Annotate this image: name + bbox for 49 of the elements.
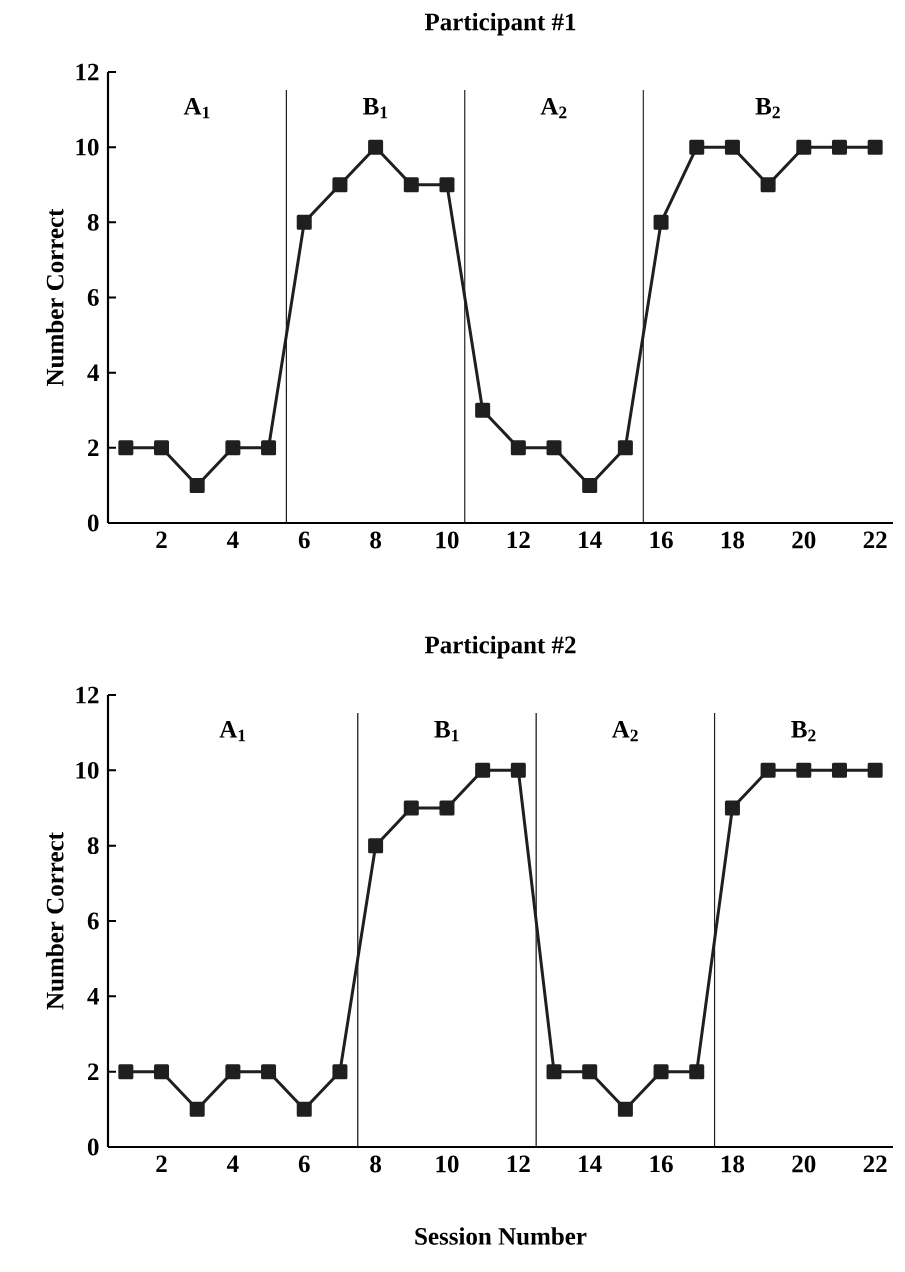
annotation: A$_{1}$	[219, 721, 246, 742]
y-tick-label: 2	[88, 1063, 99, 1080]
x-tick-label: 6	[298, 1155, 310, 1173]
y-tick-label: 6	[87, 912, 99, 930]
annotation: A$_{2}$	[540, 97, 567, 119]
x-tick-label: 2	[156, 531, 167, 549]
annotation: B$_{1}$	[363, 98, 388, 119]
y-tick-label: 8	[87, 213, 99, 231]
x-tick-label: 10	[436, 1155, 459, 1173]
x-tick-label: 18	[721, 531, 745, 549]
y-tick-label: 4	[87, 988, 99, 1005]
y-tick-label: 0	[87, 1138, 99, 1156]
x-tick-label: 16	[650, 1155, 673, 1173]
x-tick-label: 18	[721, 1155, 745, 1173]
x-tick-label: 4	[226, 1155, 239, 1172]
x-tick-label: 4	[226, 531, 239, 548]
y-tick-label: 8	[87, 837, 99, 855]
y-tick-label: 12	[76, 63, 99, 81]
y-tick-label: 4	[87, 364, 99, 381]
x-tick-label: 14	[579, 1155, 602, 1173]
y-axis-title: Number Correct	[45, 208, 64, 386]
x-axis-title: Session Number	[415, 1227, 587, 1245]
annotation: B$_{2}$	[791, 721, 816, 742]
chart-title: Participant #2	[424, 635, 576, 659]
x-tick-label: 12	[507, 1155, 530, 1173]
chart-title: Participant #1	[424, 12, 576, 36]
x-tick-label: 22	[863, 1155, 887, 1173]
y-tick-label: 12	[76, 686, 99, 704]
annotation: A$_{1}$	[183, 97, 210, 119]
x-tick-label: 14	[579, 531, 602, 549]
annotation: B$_{1}$	[434, 721, 459, 742]
x-tick-label: 2	[156, 1155, 167, 1173]
x-tick-label: 8	[370, 531, 382, 549]
annotation: B$_{2}$	[755, 98, 780, 119]
x-tick-label: 12	[507, 531, 530, 549]
y-axis-title: Number Correct	[45, 832, 64, 1010]
y-tick-label: 10	[76, 138, 99, 156]
y-tick-label: 10	[76, 761, 99, 779]
x-tick-label: 8	[370, 1155, 382, 1173]
x-tick-label: 22	[863, 531, 887, 549]
x-tick-label: 20	[792, 1155, 816, 1173]
x-tick-label: 6	[298, 531, 310, 549]
x-tick-label: 20	[792, 531, 816, 549]
y-tick-label: 6	[87, 289, 99, 306]
y-tick-label: 0	[87, 514, 99, 532]
x-tick-label: 10	[436, 531, 459, 549]
y-tick-label: 2	[88, 439, 99, 457]
x-tick-label: 16	[650, 531, 673, 549]
annotation: A$_{2}$	[611, 721, 638, 742]
